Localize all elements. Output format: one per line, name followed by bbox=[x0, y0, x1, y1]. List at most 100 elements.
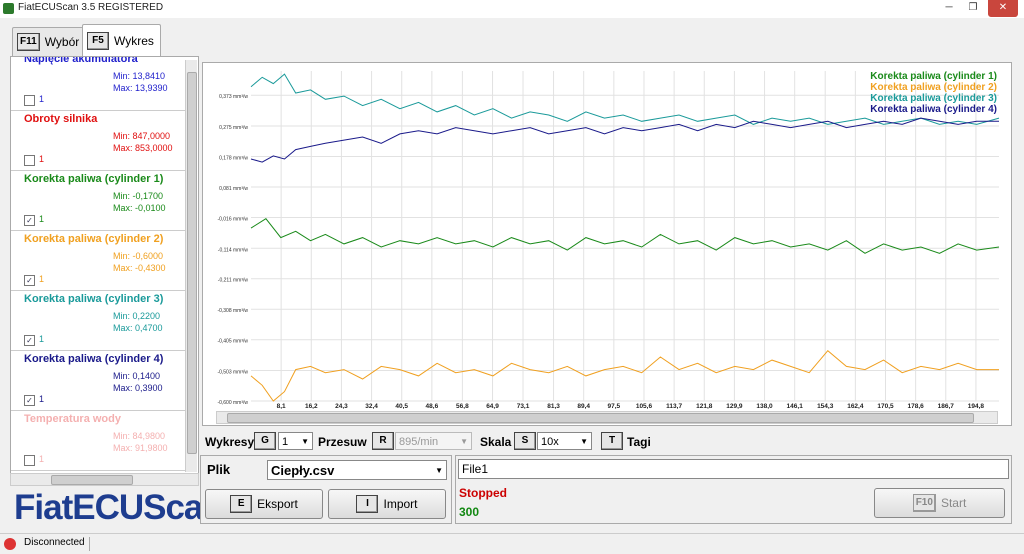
przesuw-value: 895/min bbox=[399, 436, 439, 448]
y-tick-label: -0,114 mm³/w bbox=[218, 247, 249, 253]
wykresy-key[interactable]: G bbox=[254, 432, 276, 450]
restore-icon[interactable]: ❐ bbox=[968, 2, 978, 13]
series-line bbox=[250, 73, 1000, 125]
parameter-checkbox[interactable]: ✓ bbox=[24, 215, 35, 226]
przesuw-key[interactable]: R bbox=[372, 432, 394, 450]
app-icon bbox=[3, 3, 14, 14]
hscroll-thumb[interactable] bbox=[51, 475, 133, 485]
legend-entry: Korekta paliwa (cylinder 2) bbox=[870, 82, 997, 93]
x-tick-label: 121,8 bbox=[696, 403, 713, 410]
start-label: Start bbox=[940, 496, 967, 510]
tab-label: Wykres bbox=[114, 34, 154, 48]
parameter-item[interactable]: Obroty silnika Min: 847,0000 Max: 853,0000… bbox=[11, 111, 196, 171]
parameter-checkbox[interactable] bbox=[24, 95, 35, 106]
y-tick-label: 0,178 mm³/w bbox=[219, 155, 248, 161]
parameter-checkbox[interactable] bbox=[24, 155, 35, 166]
parameter-chart-number: 1 bbox=[39, 334, 45, 344]
x-tick-label: 194,8 bbox=[968, 403, 985, 410]
start-button[interactable]: F10 Start bbox=[874, 488, 1005, 518]
export-button[interactable]: E Eksport bbox=[205, 489, 323, 519]
x-tick-label: 56,8 bbox=[456, 403, 469, 410]
tab-wybor[interactable]: F11 Wybór bbox=[12, 27, 87, 56]
x-tick-label: 32,4 bbox=[365, 403, 378, 410]
parameter-title: Korekta paliwa (cylinder 4) bbox=[24, 353, 164, 365]
minimize-icon[interactable]: ─ bbox=[945, 2, 953, 13]
x-tick-label: 81,3 bbox=[547, 403, 560, 410]
parameter-checkbox[interactable]: ✓ bbox=[24, 395, 35, 406]
file-name-field[interactable]: File1 bbox=[458, 459, 1009, 479]
parameter-chart-number: 1 bbox=[39, 394, 45, 404]
parameter-item[interactable]: Korekta paliwa (cylinder 3) Min: 0,2200 Ma… bbox=[11, 291, 196, 351]
przesuw-select[interactable]: 895/min ▼ bbox=[395, 432, 472, 450]
file-panel: Plik Ciepły.csv ▼ E Eksport I Import bbox=[200, 455, 452, 524]
chevron-down-icon: ▼ bbox=[435, 466, 443, 475]
y-tick-label: -0,308 mm³/w bbox=[217, 308, 248, 314]
x-tick-label: 105,6 bbox=[636, 403, 653, 410]
parameter-list-vscroll[interactable] bbox=[185, 60, 197, 472]
tagi-label: Tagi bbox=[627, 435, 651, 449]
chevron-down-icon: ▼ bbox=[301, 437, 309, 446]
parameter-list: Napięcie akumulatora Min: 13,8410 Max: 13,… bbox=[10, 56, 199, 478]
skala-label: Skala bbox=[480, 435, 512, 449]
parameter-title: Temperatura wody bbox=[24, 413, 121, 425]
parameter-title: Korekta paliwa (cylinder 3) bbox=[24, 293, 164, 305]
y-tick-label: -0,600 mm³/w bbox=[217, 400, 248, 406]
parameter-chart-number: 1 bbox=[39, 154, 45, 164]
x-tick-label: 113,7 bbox=[666, 403, 682, 410]
parameter-max: Max: -0,4300 bbox=[113, 263, 166, 273]
chart-hscroll-thumb[interactable] bbox=[227, 413, 974, 423]
y-tick-label: 0,373 mm³/w bbox=[219, 94, 248, 100]
legend-entry: Korekta paliwa (cylinder 1) bbox=[870, 71, 997, 82]
parameter-list-hscroll[interactable] bbox=[10, 473, 199, 486]
plik-label: Plik bbox=[207, 462, 231, 477]
x-tick-label: 146,1 bbox=[787, 403, 804, 410]
series-line bbox=[250, 117, 999, 163]
parameter-max: Max: 13,9390 bbox=[113, 83, 168, 93]
title-bar: FiatECUScan 3.5 REGISTERED ─ ❐ ✕ bbox=[0, 0, 1024, 19]
parameter-max: Max: 91,9800 bbox=[113, 443, 168, 453]
connection-status-icon bbox=[4, 538, 16, 550]
tab-wykres[interactable]: F5 Wykres bbox=[82, 24, 161, 57]
parameter-item[interactable]: Napięcie akumulatora Min: 13,8410 Max: 13,… bbox=[11, 57, 196, 111]
x-tick-label: 97,5 bbox=[608, 403, 621, 410]
parameter-chart-number: 1 bbox=[39, 214, 45, 224]
series-line bbox=[250, 349, 999, 402]
file-select[interactable]: Ciepły.csv ▼ bbox=[267, 460, 447, 480]
import-key: I bbox=[356, 495, 379, 513]
tagi-key[interactable]: T bbox=[601, 432, 623, 450]
parameter-max: Max: 0,4700 bbox=[113, 323, 163, 333]
x-tick-label: 40,5 bbox=[395, 403, 408, 410]
start-key: F10 bbox=[912, 494, 936, 512]
chevron-down-icon: ▼ bbox=[580, 437, 588, 446]
x-tick-label: 162,4 bbox=[847, 403, 864, 410]
line-chart: 0,373 mm³/w 0,275 mm³/w 0,178 mm³/w 0,081 m… bbox=[217, 71, 1000, 410]
vscroll-thumb[interactable] bbox=[187, 72, 197, 454]
chart-hscroll[interactable] bbox=[216, 411, 998, 424]
y-tick-label: 0,275 mm³/w bbox=[219, 125, 248, 131]
y-tick-label: -0,211 mm³/w bbox=[218, 278, 249, 284]
parameter-item[interactable]: Temperatura wody Min: 84,9800 Max: 91,9800… bbox=[11, 411, 196, 471]
parameter-checkbox[interactable]: ✓ bbox=[24, 335, 35, 346]
parameter-chart-number: 1 bbox=[39, 454, 45, 464]
x-tick-label: 8,1 bbox=[277, 403, 286, 410]
wykresy-select[interactable]: 1 ▼ bbox=[278, 432, 313, 450]
close-icon[interactable]: ✕ bbox=[988, 0, 1018, 17]
parameter-min: Min: 84,9800 bbox=[113, 431, 166, 441]
skala-select[interactable]: 10x ▼ bbox=[537, 432, 592, 450]
parameter-item[interactable]: Korekta paliwa (cylinder 2) Min: -0,6000 M… bbox=[11, 231, 196, 291]
legend-entry: Korekta paliwa (cylinder 4) bbox=[870, 104, 997, 115]
parameter-max: Max: -0,0100 bbox=[113, 203, 166, 213]
parameter-item[interactable]: Korekta paliwa (cylinder 1) Min: -0,1700 M… bbox=[11, 171, 196, 231]
parameter-min: Min: -0,1700 bbox=[113, 191, 164, 201]
x-tick-label: 138,0 bbox=[756, 403, 773, 410]
parameter-min: Min: -0,6000 bbox=[113, 251, 164, 261]
status-state: Stopped bbox=[459, 486, 507, 500]
parameter-min: Min: 0,1400 bbox=[113, 371, 161, 381]
import-button[interactable]: I Import bbox=[328, 489, 446, 519]
skala-key[interactable]: S bbox=[514, 432, 536, 450]
parameter-item[interactable]: Korekta paliwa (cylinder 4) Min: 0,1400 Ma… bbox=[11, 351, 196, 411]
parameter-checkbox[interactable]: ✓ bbox=[24, 275, 35, 286]
parameter-checkbox[interactable] bbox=[24, 455, 35, 466]
import-label: Import bbox=[383, 497, 418, 511]
x-tick-label: 73,1 bbox=[517, 403, 530, 410]
